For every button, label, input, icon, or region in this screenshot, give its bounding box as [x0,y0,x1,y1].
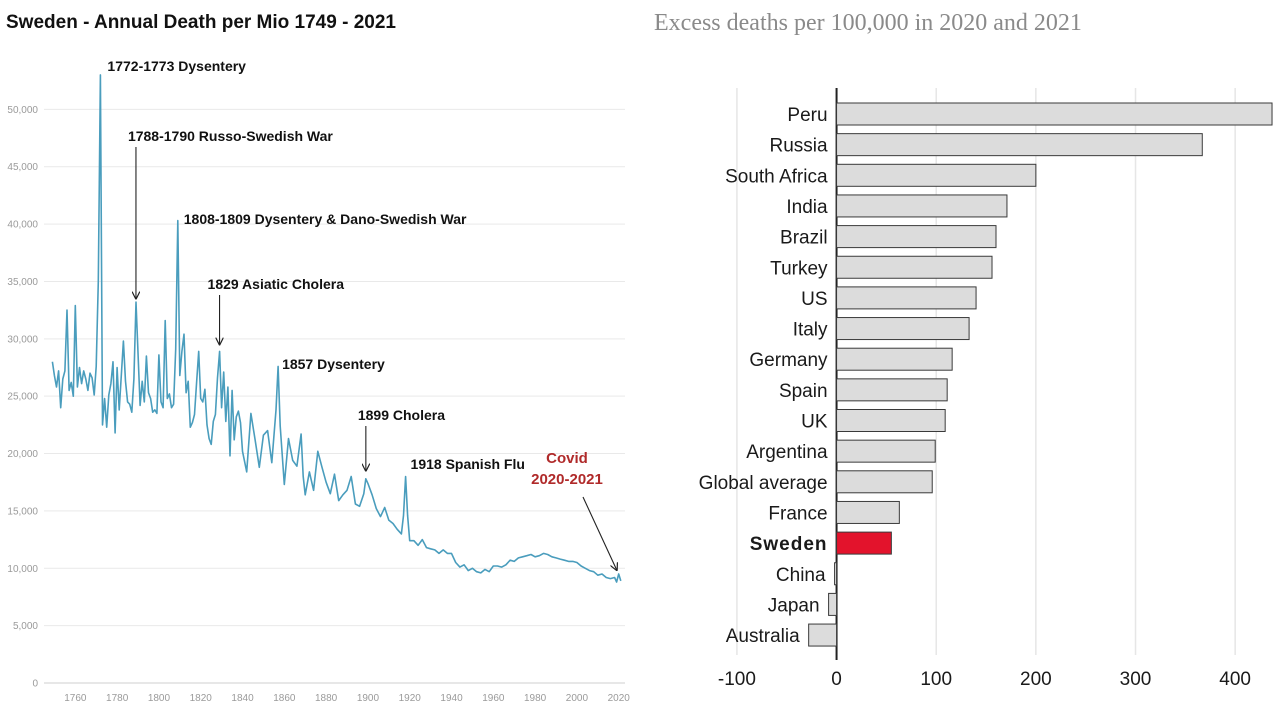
right-bar [836,531,892,555]
right-bar [836,470,933,494]
right-category-label: Germany [749,350,828,371]
right-bar [836,255,993,279]
left-y-tick-label: 50,000 [7,105,38,116]
left-series-line [51,74,622,583]
right-bar [836,194,1008,218]
right-category-label: Peru [787,105,827,126]
left-annotation-label: 1808-1809 Dysentery & Dano-Swedish War [184,211,467,227]
right-category-label: US [801,289,827,310]
left-x-tick-label: 1960 [482,693,505,704]
right-category-label: Italy [793,320,828,341]
right-category-label: Argentina [746,442,828,463]
left-x-tick-label: 2000 [566,693,589,704]
left-x-tick-label: 1940 [440,693,463,704]
right-bars [808,102,1273,647]
right-category-label: Spain [779,381,828,402]
right-x-tick-label: 0 [831,669,842,690]
right-category-label: Global average [699,473,828,494]
right-bar [836,225,997,249]
right-bar [836,163,1037,187]
covid-arrow [582,496,617,570]
right-bar-chart: Excess deaths per 100,000 in 2020 and 20… [654,10,1273,690]
left-x-tick-label: 1980 [524,693,547,704]
right-x-tick-label: 300 [1120,669,1152,690]
left-x-tick-label: 2020 [608,693,631,704]
right-category-label: UK [801,412,828,433]
right-bar [836,102,1273,126]
left-y-axis-ticks: 0 5,000 10,000 15,000 20,000 25,000 30,000 35,0… [7,105,38,690]
right-category-label: South Africa [725,166,828,187]
right-category-label: Turkey [770,258,828,279]
left-annotation-label: 1829 Asiatic Cholera [208,276,345,292]
left-chart-panel: Sweden - Annual Death per Mio 1749 - 202… [0,0,640,720]
left-y-tick-label: 45,000 [7,162,38,173]
left-y-tick-label: 0 [32,679,38,690]
right-bar [836,439,936,463]
left-line-chart: Sweden - Annual Death per Mio 1749 - 202… [6,12,630,704]
right-bar [834,562,838,586]
left-x-tick-label: 1900 [357,693,380,704]
right-category-label: Russia [769,136,828,157]
right-category-label: Sweden [750,534,828,555]
left-gridlines [44,108,625,684]
left-y-tick-label: 30,000 [7,334,38,345]
right-category-labels: Peru Russia South Africa India Brazil Turkey U… [699,105,828,647]
left-series-line-path [51,74,622,583]
left-annotation-label: 1772-1773 Dysentery [107,58,246,74]
left-y-tick-label: 15,000 [7,506,38,517]
right-category-label: Japan [768,595,820,616]
right-chart-title: Excess deaths per 100,000 in 2020 and 20… [654,10,1082,36]
left-x-axis-ticks: 1760 1780 1800 1820 1840 1860 1880 1900 1920 1940… [64,693,630,704]
right-category-label: China [776,565,826,586]
right-x-tick-label: -100 [718,669,756,690]
left-annotation-label: 1788-1790 Russo-Swedish War [128,128,333,144]
right-bar [836,133,1203,157]
right-bar [836,500,900,524]
right-bar [836,317,970,341]
left-x-tick-label: 1800 [148,693,171,704]
left-chart-title: Sweden - Annual Death per Mio 1749 - 202… [6,12,396,33]
left-x-tick-label: 1780 [106,693,129,704]
right-bar [808,623,838,647]
left-y-tick-label: 5,000 [13,621,38,632]
left-x-tick-label: 1860 [273,693,296,704]
right-x-tick-label: 200 [1020,669,1052,690]
right-category-label: India [786,197,828,218]
left-x-tick-label: 1840 [231,693,254,704]
left-y-tick-label: 10,000 [7,564,38,575]
left-annotation-label: 1857 Dysentery [282,356,385,372]
left-x-tick-label: 1820 [190,693,213,704]
right-chart-panel: Excess deaths per 100,000 in 2020 and 20… [640,0,1280,720]
left-y-tick-label: 25,000 [7,392,38,403]
covid-label-line: Covid [546,450,588,467]
right-category-label: France [768,503,827,524]
left-x-tick-label: 1760 [64,693,87,704]
left-y-tick-label: 40,000 [7,220,38,231]
right-category-label: Australia [726,626,800,647]
left-x-tick-label: 1880 [315,693,338,704]
right-bar [836,347,953,371]
left-x-tick-label: 1920 [399,693,422,704]
left-annotation-label: 1899 Cholera [358,407,445,423]
right-bar [828,592,838,616]
left-y-tick-label: 20,000 [7,449,38,460]
right-bar [836,286,977,310]
covid-label-line: 2020-2021 [531,471,603,488]
right-category-label: Brazil [780,228,828,249]
left-annotations: 1772-1773 Dysentery 1788-1790 Russo-Swedi… [107,58,616,570]
right-x-tick-label: 400 [1219,669,1251,690]
left-y-tick-label: 35,000 [7,277,38,288]
right-x-tick-label: 100 [920,669,952,690]
left-annotation-label: 1918 Spanish Flu [411,456,525,472]
right-bar [836,378,948,402]
right-bar [836,409,946,432]
right-x-axis-ticks: -100 0 100 200 300 400 [718,669,1251,690]
